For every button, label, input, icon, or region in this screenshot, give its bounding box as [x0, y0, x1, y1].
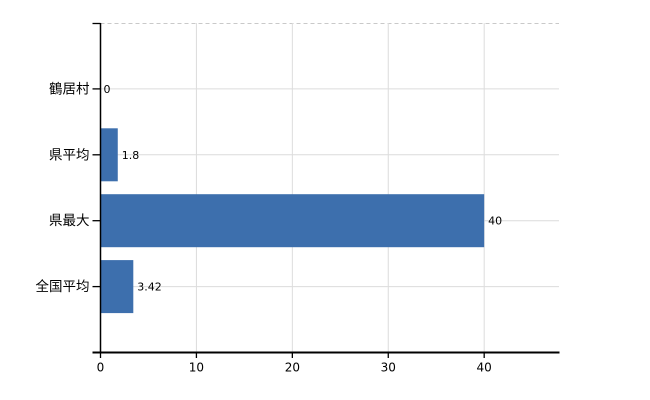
- x-tick-label: 40: [477, 361, 492, 375]
- x-tick-label: 10: [189, 361, 204, 375]
- category-label: 県最大: [49, 213, 90, 229]
- category-label: 県平均: [49, 147, 90, 163]
- bar: [100, 260, 134, 314]
- bar: [100, 194, 485, 248]
- value-label: 40: [488, 215, 502, 228]
- x-tick-label: 0: [97, 361, 105, 375]
- value-label: 1.8: [122, 149, 139, 162]
- category-label: 全国平均: [36, 278, 90, 295]
- value-label: 0: [104, 83, 111, 96]
- x-tick-label: 30: [381, 361, 396, 375]
- bar: [100, 128, 118, 182]
- category-label: 鶴居村: [49, 80, 90, 97]
- value-label: 3.42: [137, 281, 162, 294]
- x-tick-label: 20: [285, 361, 300, 375]
